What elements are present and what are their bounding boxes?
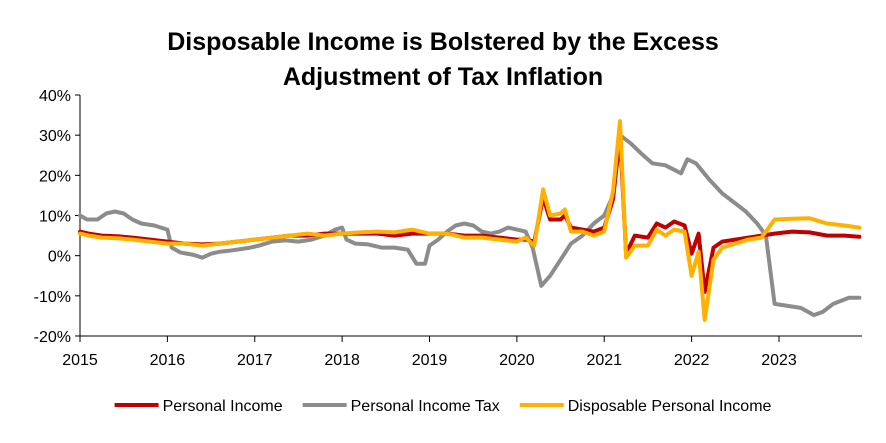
- series-line-personal-income: [78, 133, 862, 294]
- x-tick-label: 2017: [237, 352, 273, 369]
- y-tick-label: -10%: [34, 289, 71, 306]
- legend-label-disposable-personal-income: Disposable Personal Income: [568, 398, 772, 415]
- x-tick-label: 2016: [150, 352, 186, 369]
- series-lines: [78, 119, 862, 322]
- y-tick-label: 30%: [39, 128, 71, 145]
- y-tick-label: 0%: [48, 249, 71, 266]
- series-line-disposable-personal-income: [78, 119, 862, 322]
- x-tick-label: 2018: [324, 352, 360, 369]
- x-tick-label: 2022: [674, 352, 710, 369]
- series-line-personal-income-tax: [78, 133, 862, 318]
- x-tick-label: 2015: [62, 352, 98, 369]
- legend: Personal Income Personal Income Tax Dispos…: [114, 398, 772, 415]
- x-tick-label: 2019: [412, 352, 448, 369]
- x-tick-label: 2021: [586, 352, 622, 369]
- legend-label-personal-income: Personal Income: [163, 398, 283, 415]
- y-tick-label: 40%: [39, 88, 71, 105]
- y-axis-ticks: -20% -10% 0% 10% 20% 30% 40%: [34, 88, 80, 346]
- y-tick-label: -20%: [34, 329, 71, 346]
- y-tick-label: 20%: [39, 168, 71, 185]
- chart-title-line-2: Adjustment of Tax Inflation: [282, 63, 604, 91]
- y-tick-label: 10%: [39, 209, 71, 226]
- x-tick-label: 2020: [499, 352, 535, 369]
- axes: [79, 95, 862, 337]
- legend-label-personal-income-tax: Personal Income Tax: [351, 398, 500, 415]
- chart-title-line-1: Disposable Income is Bolstered by the Ex…: [167, 28, 719, 56]
- x-axis-ticks: 2015 2016 2017 2018 2019 2020 2021 2022 2023: [62, 336, 797, 369]
- x-tick-label: 2023: [761, 352, 797, 369]
